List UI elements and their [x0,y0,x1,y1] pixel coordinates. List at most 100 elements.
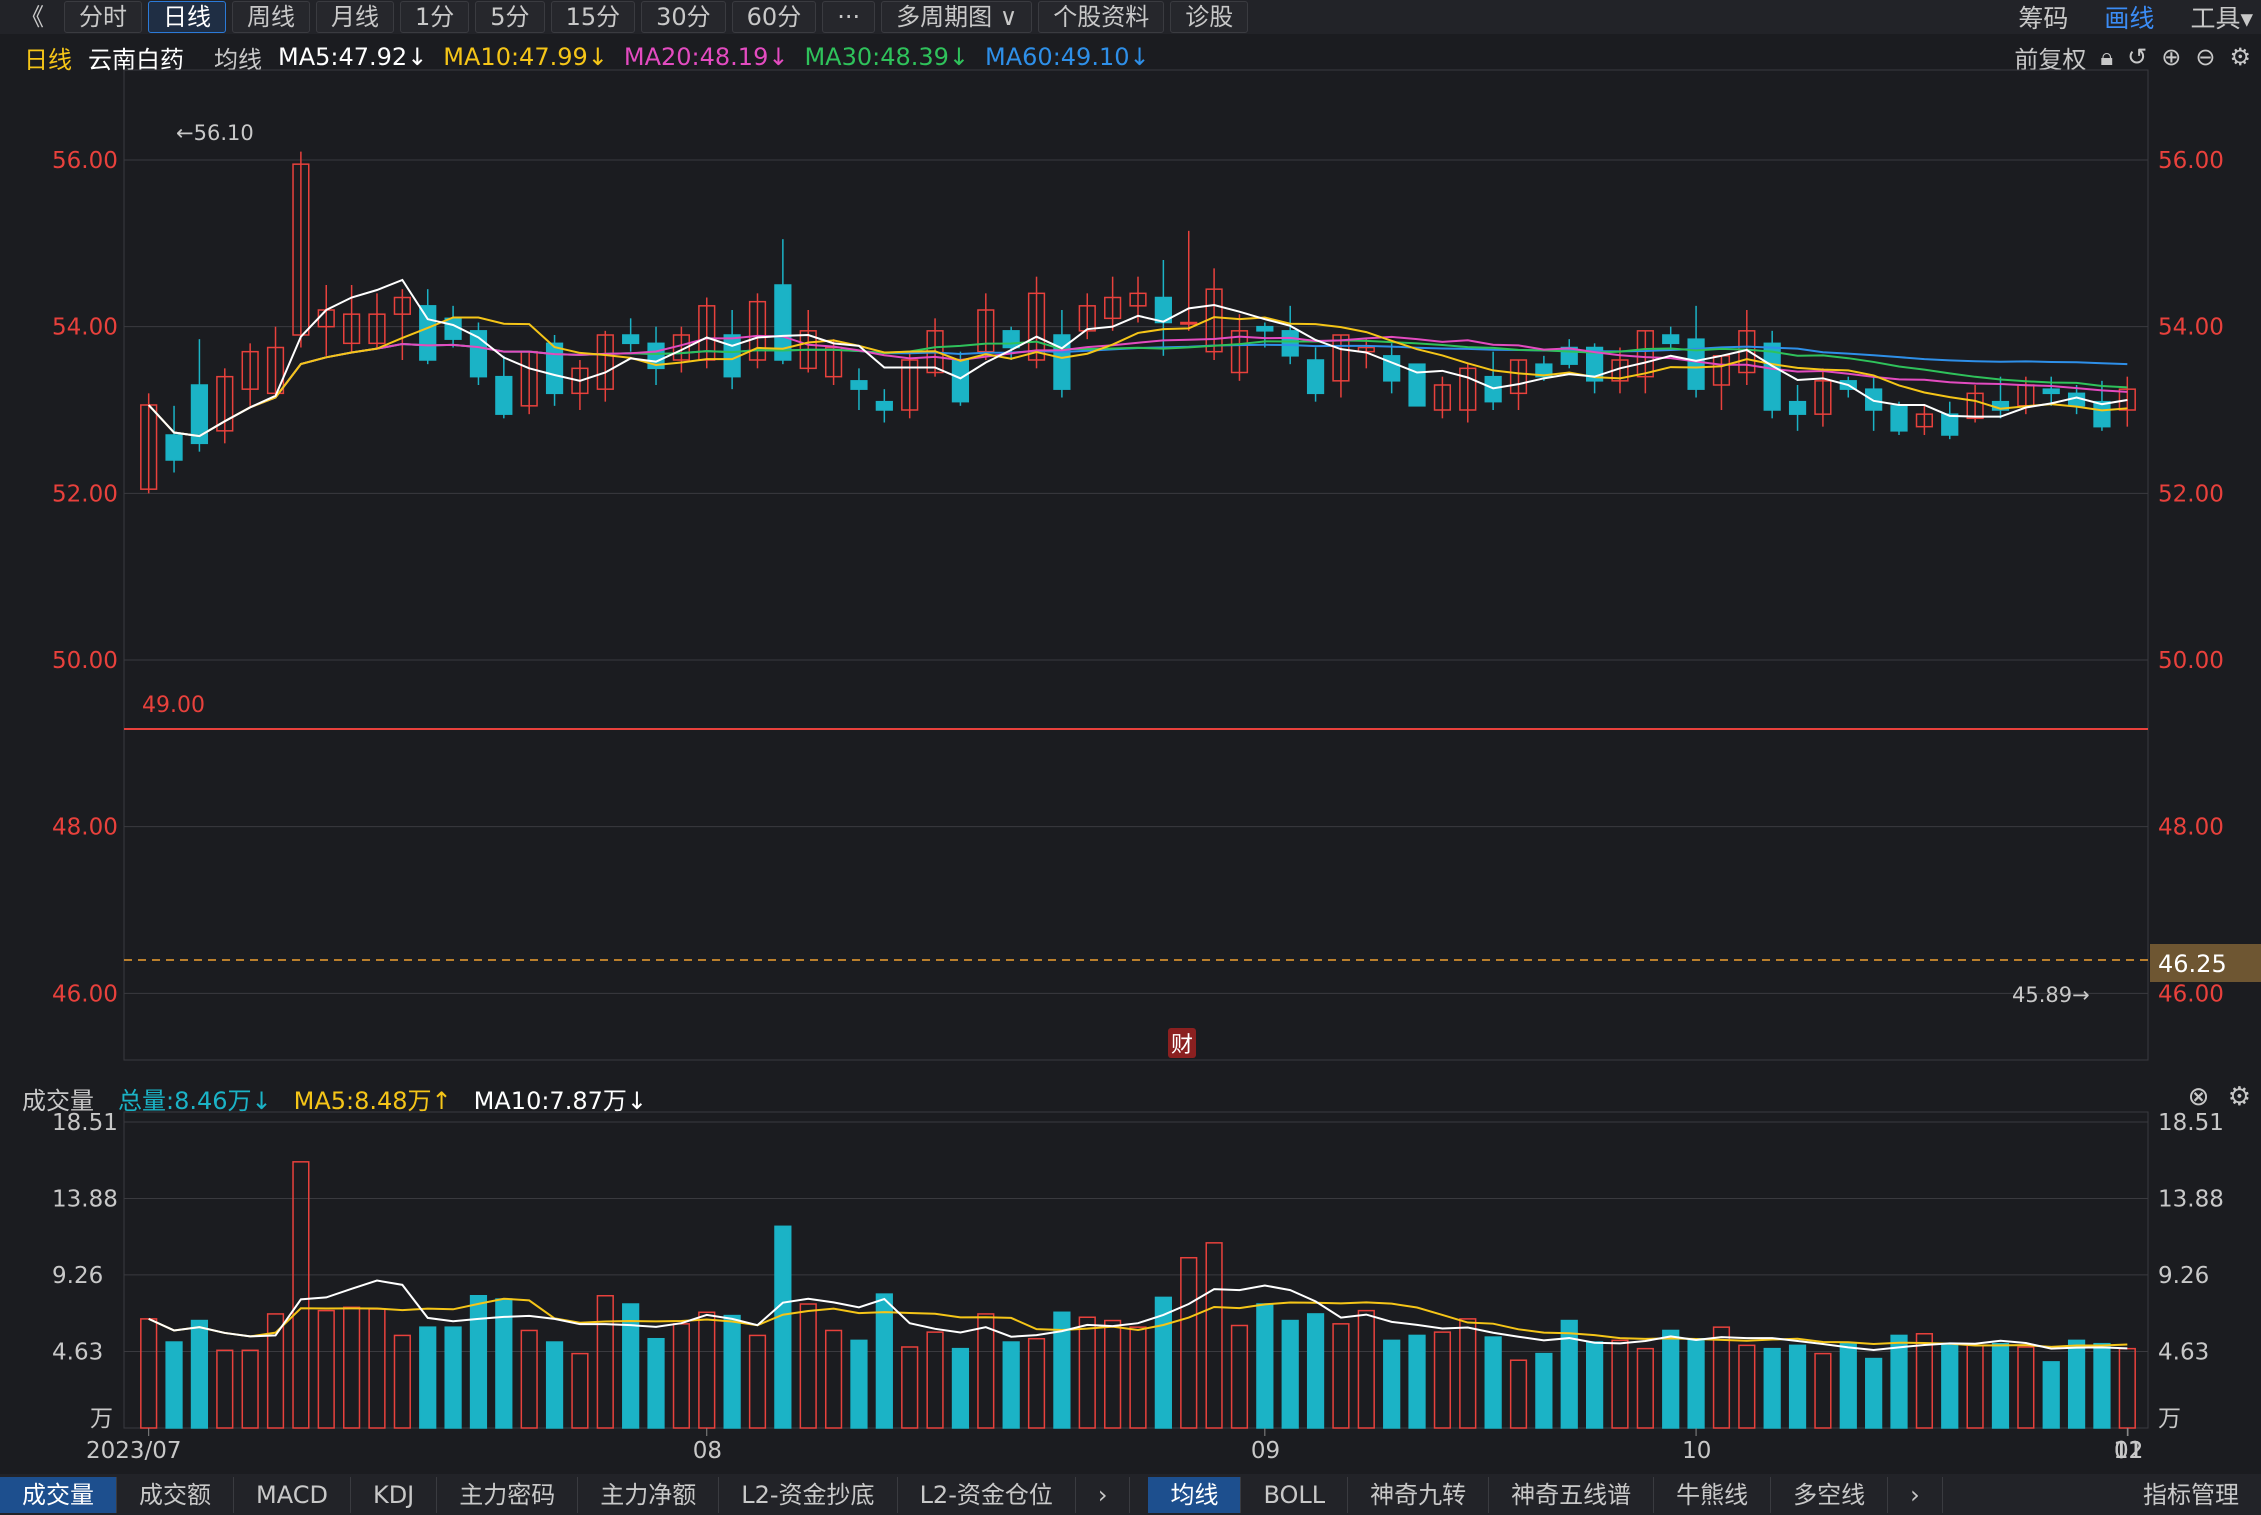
grid [123,69,2149,1429]
volume-bar [1104,1319,1122,1429]
candle-body [495,375,513,415]
period-button[interactable]: 1分 [400,1,470,33]
volume-legend: 成交量 总量:8.46万↓ MA5:8.48万↑ MA10:7.87万↓ [0,1080,647,1116]
price-tick-left: 46.00 [52,981,118,1007]
volume-bar [647,1337,665,1429]
chevron-right-icon[interactable]: › [1076,1476,1131,1513]
ma20-line [147,334,2128,438]
toolbar: 《 分时 日线 周线 月线 1分 5分 15分 30分 60分 ··· 多周期图 ∨ 个股资料 诊股 筹… [0,0,2261,34]
volume-bar [545,1341,564,1429]
period-button[interactable]: 分时 [64,1,142,33]
candle-body [368,313,386,345]
overlay-tab[interactable]: 多空线 [1771,1476,1889,1513]
overlay-tab[interactable]: 牛熊线 [1654,1476,1772,1513]
volume-bar [1991,1342,2010,1429]
overlay-tab[interactable]: 神奇九转 [1348,1476,1490,1513]
volume-bar [875,1293,893,1429]
finance-badge[interactable] [1168,1028,1196,1058]
tools-button[interactable]: 工具▾ [2190,4,2253,33]
candle-body [1104,296,1122,320]
kline-chart[interactable]: 56.00 56.00 54.00 54.00 52.00 52.00 50.00 50.00… [0,0,2261,1474]
zoom-out-icon[interactable]: ⊖ [2195,43,2216,71]
overlay-tab[interactable]: 神奇五线谱 [1489,1476,1655,1513]
period-button[interactable]: ··· [822,1,876,33]
volume-bar [1306,1313,1325,1429]
indicator-tab[interactable]: 成交额 [117,1476,234,1513]
candle-body [774,284,792,361]
indicator-manage-button[interactable]: 指标管理 [2143,1480,2239,1509]
chevron-right-icon[interactable]: › [1888,1476,1943,1513]
volume-bar [1839,1342,1857,1429]
gear-icon[interactable]: ⚙ [2229,43,2251,71]
indicator-tab[interactable]: KDJ [351,1476,438,1513]
volume-title: 成交量 [22,1086,94,1115]
volume-bar [393,1334,411,1429]
candle-body [875,400,893,411]
lock-icon[interactable]: 🔒︎ [2100,43,2114,71]
candle-body [977,309,995,353]
draw-line-button[interactable]: 画线 [2104,4,2155,33]
volume-bar [190,1319,209,1429]
ma30-value: MA30:48.39↓ [804,43,970,71]
period-button[interactable]: 60分 [731,1,817,33]
ma-lines [147,278,2128,438]
period-button[interactable]: 月线 [316,1,394,33]
volume-bar [1509,1359,1528,1429]
volume-ma10: MA10:7.87万↓ [473,1086,647,1115]
adjust-mode[interactable]: 前复权 [2014,45,2087,74]
volume-bar [419,1326,437,1429]
period-button[interactable]: 15分 [550,1,636,33]
period-button[interactable]: 30分 [641,1,726,33]
back-button[interactable]: 《 [20,3,44,31]
close-icon[interactable]: ⊗ [2187,1082,2210,1112]
undo-icon[interactable]: ↺ [2127,43,2148,71]
volume-bar [901,1346,919,1429]
period-label: 日线 [24,45,72,74]
overlay-tab[interactable]: BOLL [1241,1476,1349,1513]
indicator-tab[interactable]: L2-资金抄底 [719,1476,898,1513]
date-tick-label: 12 [2114,1438,2143,1464]
indicator-tab[interactable]: 成交量 [0,1476,117,1513]
volume-bar [1535,1352,1553,1429]
volume-bar [1332,1323,1350,1429]
gear-icon[interactable]: ⚙ [2227,1082,2251,1112]
volume-bar [1154,1296,1172,1429]
volume-ma10-line [148,1297,2128,1348]
volume-bar [1180,1256,1198,1429]
chip-button[interactable]: 筹码 [2018,4,2069,33]
period-button[interactable]: 多周期图 ∨ [881,1,1033,33]
period-button[interactable]: 诊股 [1170,1,1249,33]
period-button[interactable]: 周线 [232,1,310,33]
volume-bar [266,1313,285,1429]
price-tick-left: 52.00 [52,481,118,507]
volume-bar [774,1225,792,1429]
ma5-value: MA5:47.92↓ [278,43,428,71]
overlay-tab[interactable]: 均线 [1148,1476,1242,1513]
indicator-tab[interactable]: 主力密码 [437,1476,579,1513]
volume-total: 总量:8.46万↓ [118,1086,272,1115]
price-tick-left: 54.00 [52,315,118,341]
candle-body [469,330,488,378]
zoom-in-icon[interactable]: ⊕ [2161,43,2182,71]
indicator-tab[interactable]: 主力净额 [578,1476,720,1513]
volume-bar [1585,1341,1604,1429]
indicator-type[interactable]: 均线 [214,45,262,74]
volume-bar [2093,1342,2111,1429]
high-label: ←56.10 [176,121,254,145]
indicator-tab[interactable]: MACD [234,1476,351,1513]
volume-bar [1738,1344,1756,1429]
candle-body [1687,338,1705,390]
period-button[interactable]: 日线 [148,1,226,33]
ma10-line [147,316,2128,438]
indicator-tab[interactable]: L2-资金仓位 [898,1476,1076,1513]
volume-bar [748,1334,767,1429]
last-price-label: 46.25 [2158,950,2227,978]
price-legend: 日线 云南白药 均线 MA5:47.92↓ MA10:47.99↓ MA20:4… [0,40,1150,74]
volume-bar [495,1298,513,1429]
low-label: 45.89→ [2012,983,2090,1007]
period-button[interactable]: 5分 [475,1,545,33]
period-button[interactable]: 个股资料 [1038,1,1165,33]
volume-tick-left: 4.63 [52,1339,103,1365]
price-tick-right: 46.00 [2158,981,2224,1007]
candle-body [1180,321,1198,325]
